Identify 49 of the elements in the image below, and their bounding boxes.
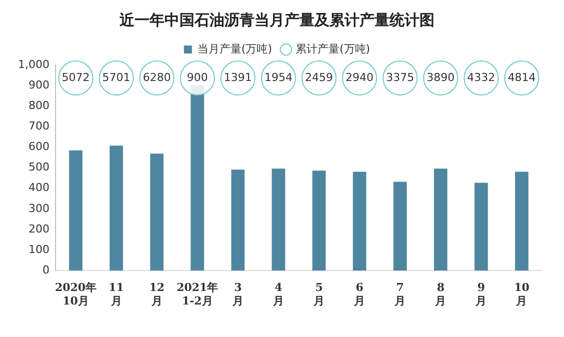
x-tick-label: 8 月	[434, 281, 446, 308]
x-tick-label: 4 月	[272, 281, 284, 308]
annotation: 5701	[102, 70, 130, 84]
annotation: 900	[186, 70, 208, 84]
legend-label: 累计产量(万吨)	[296, 42, 370, 56]
bar	[393, 182, 407, 271]
annotation: 1954	[264, 70, 292, 84]
y-tick-label: 900	[28, 78, 50, 92]
bar	[515, 172, 528, 271]
annotation: 3890	[426, 70, 455, 84]
y-tick-label: 0	[42, 263, 50, 276]
bar	[474, 182, 488, 271]
y-tick-label: 500	[28, 160, 50, 174]
x-tick-label: 10 月	[514, 281, 530, 308]
x-tick-label: 7 月	[394, 281, 406, 308]
legend-label: 当月产量(万吨)	[197, 42, 272, 56]
y-tick-label: 600	[28, 140, 50, 154]
x-tick-label: 11 月	[108, 281, 124, 308]
y-tick-label: 700	[28, 120, 50, 133]
annotation: 3375	[386, 70, 414, 84]
y-tick-label: 200	[28, 222, 50, 236]
chart-title: 近一年中国石油沥青当月产量及累计产量统计图	[118, 10, 434, 29]
y-tick-label: 1,000	[18, 58, 50, 71]
y-tick-label: 300	[28, 202, 50, 215]
y-tick-label: 800	[28, 98, 50, 112]
bar	[231, 170, 245, 271]
bar	[434, 168, 448, 271]
x-tick-label: 12 月	[149, 281, 165, 308]
annotation: 6280	[142, 70, 171, 84]
annotation: 2940	[346, 70, 374, 84]
y-tick-label: 400	[28, 181, 50, 194]
annotation: 1391	[224, 70, 252, 84]
bar	[69, 150, 82, 271]
x-tick-label: 2021年 1-2月	[176, 281, 218, 308]
x-tick-label: 6 月	[353, 281, 366, 308]
annotation: 4332	[467, 70, 496, 84]
x-tick-label: 5 月	[312, 281, 325, 308]
bar	[352, 172, 366, 271]
bar	[110, 146, 123, 271]
annotation: 4814	[508, 70, 536, 84]
annotation: 2459	[305, 70, 334, 84]
x-tick-label: 9 月	[474, 281, 487, 308]
annotation: 5072	[62, 70, 90, 84]
y-tick-label: 100	[28, 242, 50, 256]
bar	[272, 168, 286, 271]
x-tick-label: 2020年 10月	[54, 281, 97, 308]
x-tick-label: 3 月	[231, 281, 244, 308]
bar	[312, 170, 326, 271]
bar	[150, 154, 164, 271]
